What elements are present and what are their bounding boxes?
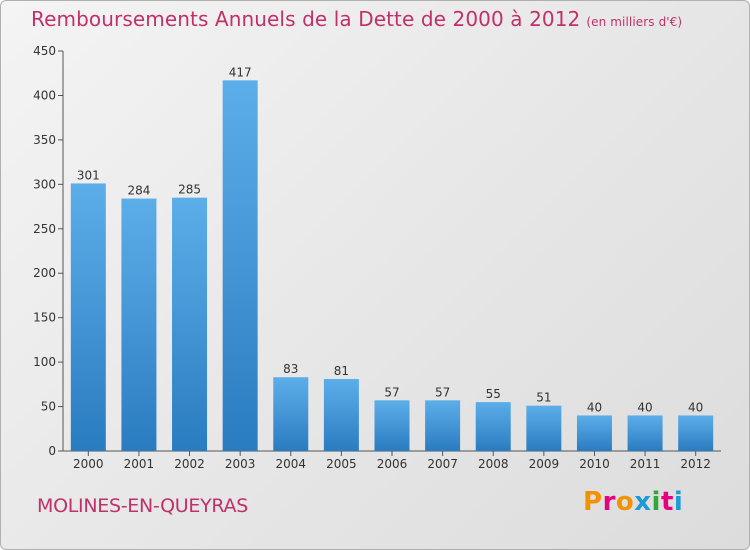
data-label-2008: 55 [486, 387, 501, 401]
x-tick-label-2008: 2008 [478, 457, 509, 471]
bar-2006 [374, 400, 410, 451]
commune-name: MOLINES-EN-QUEYRAS [37, 495, 249, 517]
logo-letter: o [615, 487, 635, 517]
bar-2002 [172, 197, 208, 451]
proxiti-logo: Proxiti [583, 487, 683, 517]
bar-2008 [475, 402, 511, 451]
x-tick-label-2002: 2002 [174, 457, 205, 471]
bar-2005 [323, 379, 359, 451]
y-tick-label: 250 [33, 222, 56, 236]
x-tick-label-2000: 2000 [73, 457, 104, 471]
y-tick-label: 150 [33, 311, 56, 325]
bar-2004 [273, 377, 309, 451]
data-label-2001: 284 [127, 184, 150, 198]
x-tick-label-2007: 2007 [427, 457, 458, 471]
logo-letter: r [602, 487, 616, 517]
bar-2003 [222, 80, 258, 451]
data-label-2005: 81 [334, 364, 349, 378]
bar-2011 [627, 415, 663, 451]
bar-2009 [526, 405, 562, 451]
data-label-2010: 40 [587, 400, 602, 414]
bar-2010 [576, 415, 612, 451]
bar-2000 [70, 183, 106, 451]
data-label-2006: 57 [384, 385, 399, 399]
y-tick-label: 200 [33, 266, 56, 280]
y-tick-label: 350 [33, 133, 56, 147]
bars: 301 284 285 417 83 81 57 57 55 51 40 40 40 [70, 65, 714, 451]
data-label-2004: 83 [283, 362, 298, 376]
logo-letter: i [651, 487, 661, 517]
logo-letter: P [583, 487, 603, 517]
bar-2007 [425, 400, 461, 451]
y-tick-label: 50 [41, 400, 56, 414]
y-tick-label: 300 [33, 177, 56, 191]
bar-2012 [678, 415, 714, 451]
data-label-2003: 417 [229, 65, 252, 79]
logo-letter: i [673, 487, 684, 517]
x-tick-label-2004: 2004 [275, 457, 306, 471]
y-tick-label: 400 [33, 88, 56, 102]
x-tick-label-2006: 2006 [377, 457, 408, 471]
data-label-2002: 285 [178, 183, 201, 197]
x-tick-label-2001: 2001 [124, 457, 155, 471]
x-tick-label-2009: 2009 [529, 457, 560, 471]
chart-unit: (en milliers d'€) [586, 15, 683, 29]
chart-title: Remboursements Annuels de la Dette de 20… [31, 7, 682, 31]
logo-letter: x [634, 487, 652, 517]
data-label-2007: 57 [435, 385, 450, 399]
chart-title-text: Remboursements Annuels de la Dette de 20… [31, 7, 581, 31]
data-label-2009: 51 [536, 391, 551, 405]
bar-2001 [121, 198, 157, 451]
x-tick-label-2003: 2003 [225, 457, 256, 471]
data-label-2000: 301 [77, 168, 100, 182]
y-tick-label: 100 [33, 355, 56, 369]
x-tick-label-2010: 2010 [579, 457, 610, 471]
data-label-2012: 40 [688, 400, 703, 414]
y-tick-label: 0 [48, 444, 56, 458]
y-tick-label: 450 [33, 44, 56, 58]
x-tick-label-2005: 2005 [326, 457, 357, 471]
axes: 0 50 100 150 200 250 300 350 400 450 2000 2001 2002 2… [33, 44, 721, 471]
logo-letter: t [660, 487, 674, 517]
x-tick-label-2012: 2012 [680, 457, 711, 471]
x-tick-label-2011: 2011 [630, 457, 661, 471]
data-label-2011: 40 [637, 400, 652, 414]
